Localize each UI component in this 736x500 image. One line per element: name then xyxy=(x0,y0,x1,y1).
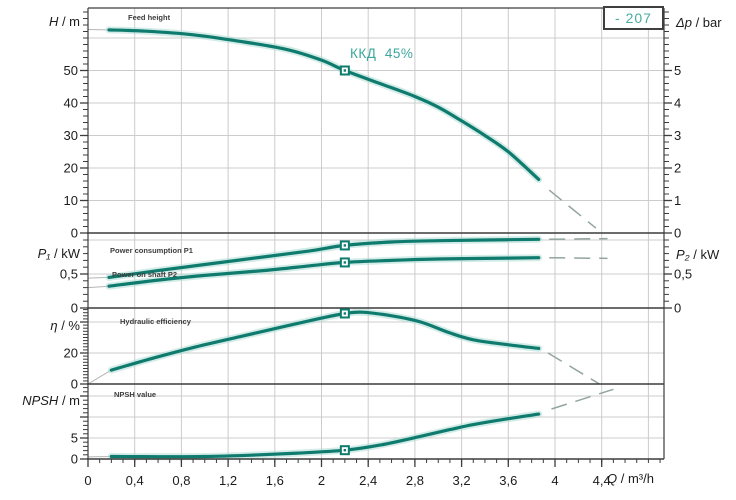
model-number: - 207 xyxy=(615,10,652,26)
duty-marker-dot xyxy=(343,244,347,247)
curve-extrapolation xyxy=(549,256,608,260)
x-tick-label: 0,4 xyxy=(126,473,144,488)
p1-axis-title: P₁ / kW xyxy=(37,246,80,261)
p2-axis-title: P₂ / kW xyxy=(676,247,720,262)
x-tick-label: 2,4 xyxy=(359,473,377,488)
x-tick-label: 4 xyxy=(551,473,558,488)
tick-label: 0 xyxy=(674,301,681,316)
curve-h xyxy=(107,28,541,181)
tick-label: 40 xyxy=(64,96,78,111)
tick-label: 10 xyxy=(64,193,78,208)
tick-label: 0 xyxy=(71,452,78,467)
tick-label: 0 xyxy=(71,377,78,392)
tick-label: 2 xyxy=(674,161,681,176)
tick-label: 20 xyxy=(64,346,78,361)
tick-label: 50 xyxy=(64,63,78,78)
x-tick-label: 1,2 xyxy=(219,473,237,488)
x-tick-label: 3,2 xyxy=(453,473,471,488)
npsh-label: NPSH value xyxy=(114,390,157,399)
curve-leadin xyxy=(87,369,112,385)
curve-leadin xyxy=(87,276,110,279)
curve-halo xyxy=(105,26,543,183)
x-tick-label: 1,6 xyxy=(266,473,284,488)
dp-axis-title: Δp / bar xyxy=(676,15,722,30)
tick-label: 0 xyxy=(71,301,78,316)
curve-extrapolation xyxy=(551,388,614,410)
tick-label: 20 xyxy=(64,161,78,176)
eta-axis-title: η / % xyxy=(50,318,80,333)
x-tick-label: 3,6 xyxy=(499,473,517,488)
power-p2-label: Power on shaft P2 xyxy=(112,270,178,279)
tick-label: 30 xyxy=(64,128,78,143)
model-number-box: - 207 xyxy=(603,6,664,30)
curve-extrapolation xyxy=(548,189,597,229)
curve-npsh xyxy=(109,412,541,459)
curve-extrapolation xyxy=(549,237,608,241)
npsh-axis-title: NPSH / m xyxy=(22,393,80,408)
feed-height-label: Feed height xyxy=(128,13,171,22)
x-tick-label: 2,8 xyxy=(406,473,424,488)
x-axis-unit-label: Q / m³/h xyxy=(607,471,654,486)
x-tick-label: 2 xyxy=(318,473,325,488)
curve-p1 xyxy=(107,237,541,279)
x-tick-label: 4,4 xyxy=(593,473,611,488)
x-tick-label: 0,8 xyxy=(172,473,190,488)
h-axis-title: H / m xyxy=(48,14,80,29)
tick-label: 0 xyxy=(674,226,681,241)
tick-label: 0,5 xyxy=(60,267,78,282)
efficiency-label: Hydraulic efficiency xyxy=(120,317,191,326)
tick-label: 5 xyxy=(71,431,78,446)
curve-p2 xyxy=(107,256,541,288)
power-p1-label: Power consumption P1 xyxy=(110,246,193,255)
tick-label: 1 xyxy=(674,193,681,208)
tick-label: 3 xyxy=(674,128,681,143)
duty-marker-dot xyxy=(343,312,347,315)
curve-leadin xyxy=(87,285,110,289)
x-tick-label: 0 xyxy=(84,473,91,488)
duty-point-label: ККД 45% xyxy=(350,46,414,61)
tick-label: 0,5 xyxy=(674,267,692,282)
tick-label: 4 xyxy=(674,96,681,111)
duty-marker-dot xyxy=(343,261,347,264)
duty-marker-dot xyxy=(343,69,347,72)
curve-eta xyxy=(109,310,541,372)
tick-label: 0 xyxy=(71,226,78,241)
curve-extrapolation xyxy=(547,352,600,385)
duty-marker-dot xyxy=(343,448,347,452)
tick-label: 5 xyxy=(674,63,681,78)
